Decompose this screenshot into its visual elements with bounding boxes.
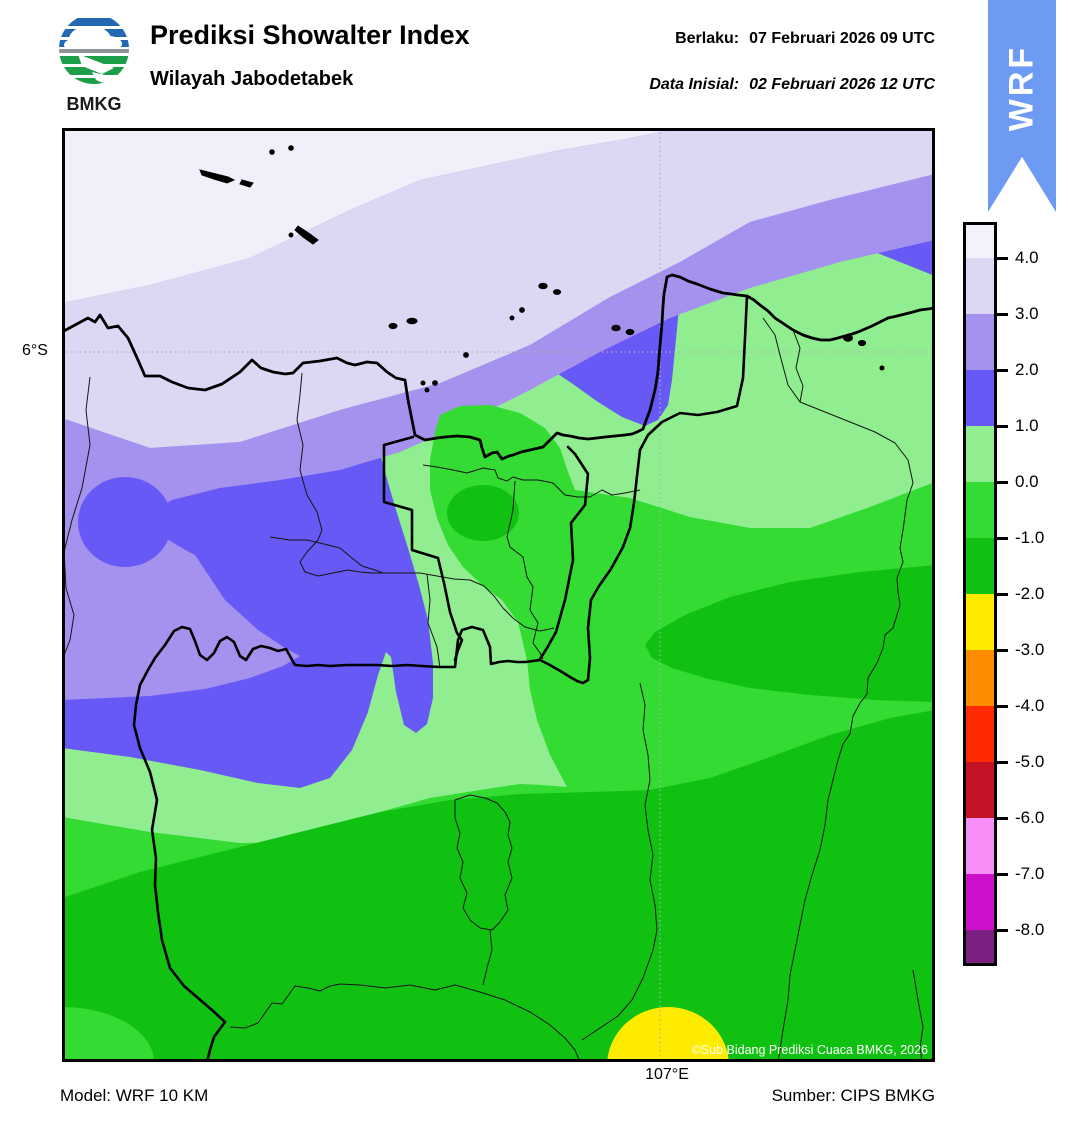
colorbar-segment [966, 314, 994, 370]
colorbar-segment [966, 874, 994, 930]
coastline [60, 273, 937, 461]
colorbar-tick [997, 760, 1008, 764]
colorbar-segment [966, 594, 994, 650]
colorbar-segment [966, 482, 994, 538]
colorbar-segment [966, 225, 994, 258]
colorbar-tick-label: -2.0 [1015, 584, 1045, 603]
map-border [62, 128, 935, 1062]
fill-white-region [62, 128, 680, 303]
colorbar-tick [997, 592, 1008, 596]
colorbar-tick-label: -5.0 [1015, 752, 1045, 771]
colorbar-tick-label: 2.0 [1015, 360, 1039, 379]
fill-darkgreen-tongue [645, 565, 935, 702]
colorbar-segment [966, 426, 994, 482]
colorbar-tick-label: -6.0 [1015, 808, 1045, 827]
logo-sky-stripes [59, 18, 129, 52]
lat-axis-label: 6°S [22, 342, 48, 359]
colorbar-tick [997, 480, 1008, 484]
wrf-ribbon-label: WRF [1002, 44, 1041, 132]
map-svg: ©Sub Bidang Prediksi Cuaca BMKG, 2026 [0, 128, 937, 1125]
fill-purple-band [62, 174, 935, 700]
logo-land-stripes [59, 54, 129, 84]
fill-lavender-band [62, 128, 935, 448]
footer-model: Model: WRF 10 KM [60, 1086, 209, 1105]
map-canvas: ©Sub Bidang Prediksi Cuaca BMKG, 2026 [0, 128, 937, 1125]
colorbar-tick [997, 816, 1008, 820]
colorbar-tick [997, 536, 1008, 540]
init-time-label: Data Inisial: [649, 76, 740, 93]
colorbar: 4.0 3.0 2.0 1.0 0.0 -1.0 -2.0 -3.0 -4.0 -5.0 -6.0 -… [963, 222, 1068, 966]
province-boundaries-thick [132, 294, 749, 1064]
colorbar-tick [997, 648, 1008, 652]
colorbar-segment [966, 370, 994, 426]
wrf-ribbon: WRF [988, 0, 1056, 212]
colorbar-tick [997, 872, 1008, 876]
footer-source: Sumber: CIPS BMKG [771, 1086, 935, 1105]
map-copyright: ©Sub Bidang Prediksi Cuaca BMKG, 2026 [692, 1043, 928, 1057]
colorbar-tick-label: 4.0 [1015, 248, 1039, 267]
graticule [62, 128, 935, 1062]
colorbar-tick [997, 312, 1008, 316]
colorbar-tick [997, 368, 1008, 372]
colorbar-segment [966, 258, 994, 314]
colorbar-segment [966, 538, 994, 594]
fill-darkgreen-band [62, 710, 935, 1062]
colorbar-segment [966, 706, 994, 762]
page-subtitle: Wilayah Jabodetabek [150, 68, 354, 90]
colorbar-tick-label: 0.0 [1015, 472, 1039, 491]
init-time: Data Inisial: 02 Februari 2026 12 UTC [649, 76, 935, 94]
valid-time-label: Berlaku: [675, 30, 740, 47]
colorbar-tick [997, 424, 1008, 428]
colorbar-tick-label: -1.0 [1015, 528, 1045, 547]
valid-time-value: 07 Februari 2026 09 UTC [749, 30, 935, 47]
islands [199, 145, 885, 393]
colorbar-tick-label: -7.0 [1015, 864, 1045, 883]
page-title: Prediksi Showalter Index [150, 20, 470, 50]
fill-darkgreen-spot [447, 485, 519, 541]
colorbar-tick-label: -8.0 [1015, 920, 1045, 939]
fill-blue-lens [78, 477, 172, 567]
admin-boundaries-thin [62, 317, 924, 1063]
colorbar-segment [966, 930, 994, 963]
init-time-value: 02 Februari 2026 12 UTC [749, 76, 935, 93]
colorbar-tick-label: 3.0 [1015, 304, 1039, 323]
lon-axis-label: 107°E [645, 1066, 689, 1083]
colorbar-tick [997, 928, 1008, 932]
colorbar-tick [997, 704, 1008, 708]
colorbar-bar [963, 222, 997, 966]
colorbar-tick-label: 1.0 [1015, 416, 1039, 435]
colorbar-segment [966, 818, 994, 874]
bmkg-logo: BMKG [59, 14, 129, 114]
valid-time: Berlaku: 07 Februari 2026 09 UTC [675, 30, 935, 48]
colorbar-tick-label: -3.0 [1015, 640, 1045, 659]
colorbar-tick [997, 256, 1008, 260]
colorbar-tick-label: -4.0 [1015, 696, 1045, 715]
colorbar-segment [966, 762, 994, 818]
logo-horizon [59, 49, 129, 53]
logo-text: BMKG [67, 94, 122, 114]
colorbar-segment [966, 650, 994, 706]
